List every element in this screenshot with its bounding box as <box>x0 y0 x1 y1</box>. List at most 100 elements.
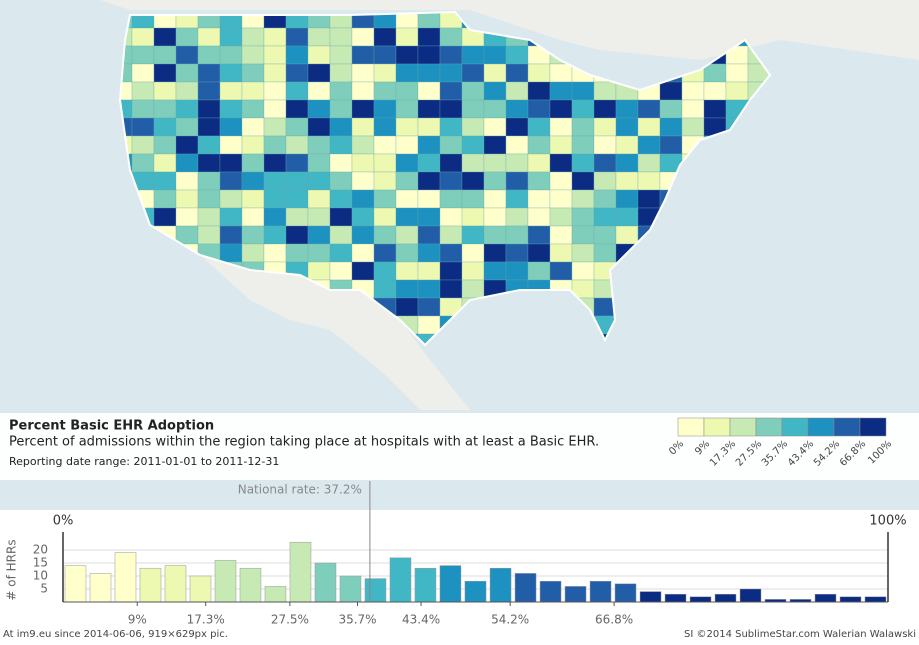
map-region <box>153 171 177 191</box>
map-region <box>373 135 397 155</box>
map-region <box>329 207 353 227</box>
map-region <box>615 207 639 227</box>
map-region <box>461 279 485 299</box>
map-region <box>549 261 573 281</box>
histogram-bar <box>289 541 312 603</box>
map-region <box>637 135 661 155</box>
map-region <box>153 81 177 101</box>
map-region <box>549 153 573 173</box>
map-region <box>153 153 177 173</box>
map-region <box>395 153 419 173</box>
map-region <box>263 225 287 245</box>
map-region <box>505 243 529 263</box>
map-region <box>659 81 683 101</box>
map-region <box>505 189 529 209</box>
map-region <box>219 81 243 101</box>
date-range: Reporting date range: 2011-01-01 to 2011… <box>9 455 279 468</box>
range-label: 100% <box>869 514 906 529</box>
map-region <box>527 81 551 101</box>
map-region <box>241 45 265 65</box>
map-region <box>285 171 309 191</box>
histogram-bar <box>514 573 537 603</box>
map-region <box>593 81 617 101</box>
map-region <box>549 135 573 155</box>
map-region <box>461 243 485 263</box>
range-label: 0% <box>53 514 74 529</box>
panel-subtitle: Percent of admissions within the region … <box>9 435 599 450</box>
map-region <box>483 171 507 191</box>
map-region <box>417 207 441 227</box>
footer-right: SI ©2014 SublimeStar.com Walerian Walaws… <box>684 629 916 640</box>
map-region <box>483 207 507 227</box>
map-region <box>439 27 463 47</box>
map-region <box>175 45 199 65</box>
histogram-bar <box>864 596 887 603</box>
y-axis-label: # of HRRs <box>5 539 19 600</box>
histogram-bar <box>414 567 437 603</box>
us-outline <box>118 10 772 347</box>
map-region <box>615 225 639 245</box>
map-region <box>725 63 749 83</box>
map-region <box>351 207 375 227</box>
map-region <box>505 171 529 191</box>
map-region <box>175 135 199 155</box>
map-region <box>395 63 419 83</box>
map-region <box>439 153 463 173</box>
map-region <box>461 135 485 155</box>
map-region <box>219 225 243 245</box>
map-region <box>373 63 397 83</box>
map-region <box>395 189 419 209</box>
histogram-bar <box>314 562 337 603</box>
map-region <box>527 225 551 245</box>
legend-swatch <box>781 417 809 437</box>
map-region <box>615 135 639 155</box>
map-region <box>175 63 199 83</box>
map-region <box>527 117 551 137</box>
map-region <box>241 207 265 227</box>
map-region <box>461 45 485 65</box>
map-region <box>417 225 441 245</box>
map-region <box>483 45 507 65</box>
footer-left: At im9.eu since 2014-06-06, 919×629px pi… <box>3 629 228 640</box>
map-region <box>263 63 287 83</box>
map-region <box>439 45 463 65</box>
histogram-bar <box>689 596 712 603</box>
map-region <box>285 135 309 155</box>
map-region <box>417 297 441 317</box>
map-region <box>417 27 441 47</box>
map-region <box>153 45 177 65</box>
map-region <box>329 171 353 191</box>
map-region <box>175 207 199 227</box>
map-region <box>131 153 155 173</box>
map-region <box>329 45 353 65</box>
mexico <box>200 255 470 410</box>
map-region <box>505 135 529 155</box>
map-region <box>593 117 617 137</box>
map-region <box>461 189 485 209</box>
map-region <box>263 117 287 137</box>
map-region <box>131 63 155 83</box>
map-region <box>241 189 265 209</box>
map-region <box>329 81 353 101</box>
map-region <box>263 81 287 101</box>
map-region <box>395 297 419 317</box>
map-region <box>373 45 397 65</box>
map-region <box>417 279 441 299</box>
legend-swatch <box>859 417 887 437</box>
map-region <box>197 135 221 155</box>
map-region <box>461 81 485 101</box>
x-tick-label: 17.3% <box>187 613 225 627</box>
map-region <box>571 81 595 101</box>
map-region <box>527 243 551 263</box>
map-region <box>241 135 265 155</box>
map-region <box>395 45 419 65</box>
map-region <box>571 261 595 281</box>
map-region <box>307 261 331 281</box>
histogram-bar <box>539 580 562 603</box>
map-region <box>615 117 639 137</box>
map-region <box>483 243 507 263</box>
map-region <box>527 261 551 281</box>
map-region <box>285 153 309 173</box>
histogram-bar <box>364 578 387 603</box>
histogram-bar <box>389 557 412 603</box>
